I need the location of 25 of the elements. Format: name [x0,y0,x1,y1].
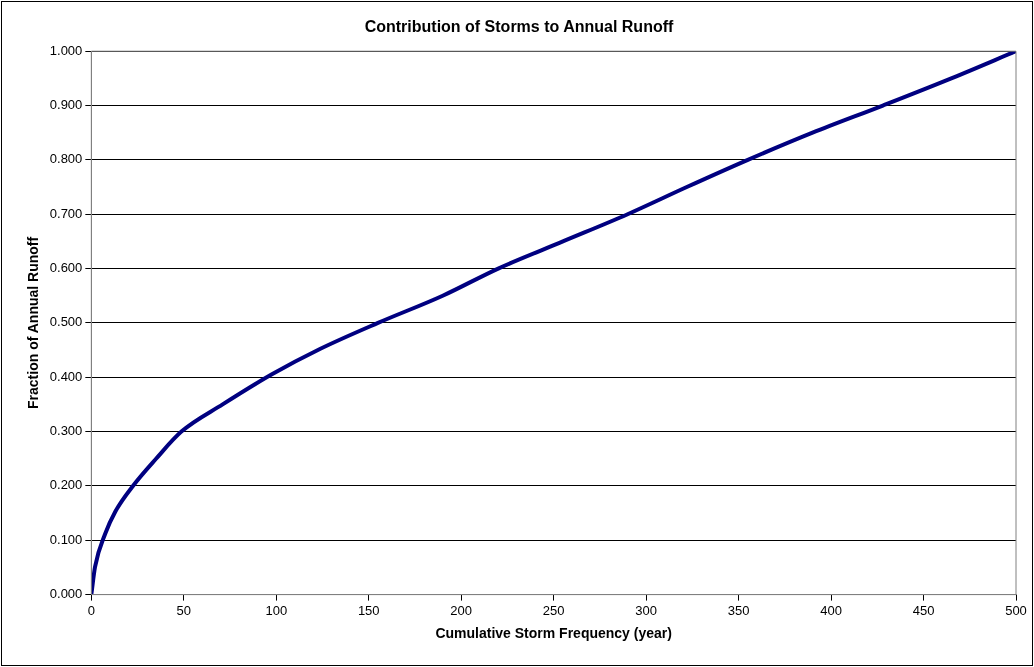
x-tick-label: 300 [635,602,657,618]
x-tick-label: 350 [727,602,750,618]
x-tick-label: 100 [265,602,288,618]
x-tick-label: 200 [450,602,473,618]
y-tick-label: 0.800 [49,151,83,167]
x-tick-label: 400 [820,602,842,618]
y-tick-label: 0.900 [49,97,83,113]
y-tick-label: 0.700 [49,205,83,221]
x-axis-title: Cumulative Storm Frequency (year) [435,625,672,642]
y-tick-label: 1.000 [49,42,83,58]
y-tick-label: 0.500 [49,314,83,330]
x-tick-label: 250 [542,602,565,618]
x-tick-label: 50 [176,602,192,618]
x-tick-label: 0 [87,602,95,618]
x-tick-label: 500 [1005,602,1027,618]
y-axis-title: Fraction of Annual Runoff [25,236,42,409]
y-tick-label: 0.300 [49,423,83,439]
x-tick-label: 450 [912,602,935,618]
y-tick-label: 0.400 [49,368,83,384]
y-tick-label: 0.600 [49,260,83,276]
y-tick-label: 0.100 [49,531,83,547]
x-tick-label: 150 [357,602,380,618]
y-tick-label: 0.000 [49,586,83,602]
y-tick-label: 0.200 [49,477,83,493]
chart-title: Contribution of Storms to Annual Runoff [364,18,675,36]
